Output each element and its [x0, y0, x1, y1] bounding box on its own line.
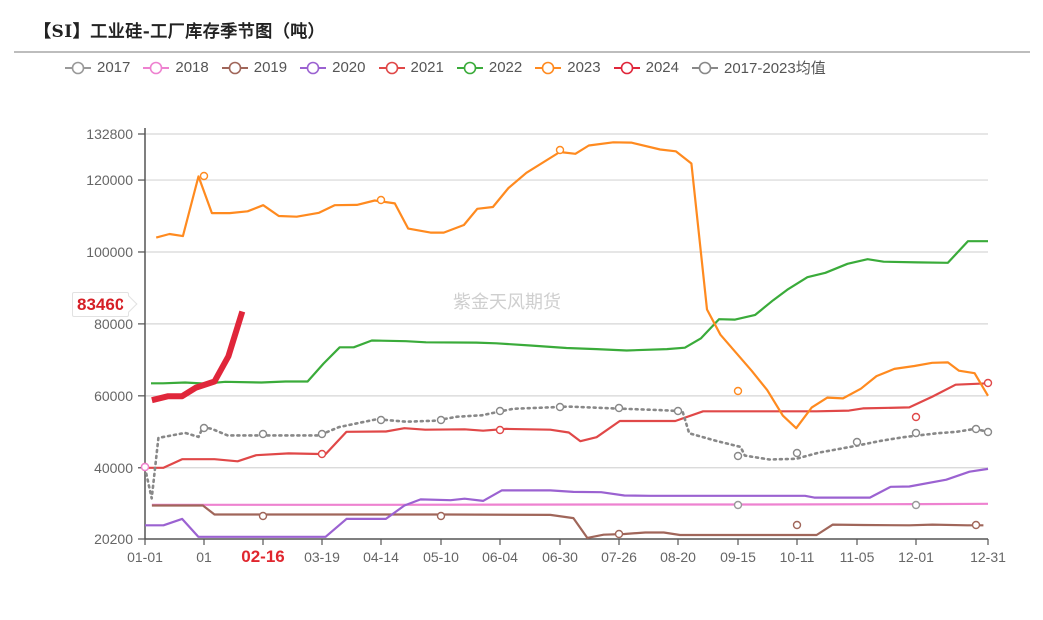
legend-item[interactable]: 2020: [299, 57, 366, 78]
legend-line-circle-icon: [613, 61, 640, 74]
series-2021: [145, 382, 989, 469]
x-tick-label: 11-05: [840, 549, 875, 565]
legend-line-circle-icon: [535, 61, 562, 74]
data-point-marker: [376, 195, 386, 205]
legend-label: 2022: [488, 59, 523, 76]
legend-line-circle-icon: [300, 61, 327, 74]
x-tick-label: 12-31: [970, 549, 1006, 565]
data-point-marker: [971, 424, 981, 434]
legend-item[interactable]: 2017-2023均值: [691, 57, 826, 78]
y-tick-label: 20200: [94, 531, 133, 547]
series-2017-2023均值: [143, 405, 990, 500]
legend-label: 2017-2023均值: [724, 60, 826, 77]
legend-item[interactable]: 2023: [534, 57, 601, 78]
x-tick-label: 01: [196, 549, 212, 565]
data-point-marker: [317, 429, 327, 439]
watermark: 紫金天风期货: [453, 292, 561, 313]
legend-label: 2024: [645, 59, 679, 76]
x-tick-label: 03-19: [304, 549, 340, 565]
data-point-marker: [792, 448, 802, 458]
data-point-marker: [911, 428, 921, 438]
data-point-marker: [971, 520, 981, 530]
data-point-marker: [199, 171, 209, 181]
data-point-marker: [792, 520, 802, 530]
legend-label: 2020: [332, 59, 366, 76]
x-tick-label: 04-14: [363, 549, 399, 565]
legend-line-circle-icon: [692, 61, 718, 74]
x-tick-label: 08-20: [660, 549, 696, 565]
legend-item[interactable]: 2018: [142, 57, 209, 78]
data-point-marker: [436, 415, 446, 425]
legend-line-circle-icon: [456, 61, 483, 74]
legend-label: 2018: [175, 59, 209, 76]
legend-label: 2019: [253, 59, 288, 76]
x-tick-label: 02-16: [241, 547, 284, 566]
data-point-marker: [852, 437, 862, 447]
data-point-marker: [733, 451, 743, 461]
x-tick-label: 09-15: [720, 549, 756, 565]
data-point-marker: [376, 415, 386, 425]
current-value-tag: 83460: [72, 292, 130, 317]
data-point-marker: [673, 406, 683, 416]
chart-title: 【SI】工业硅-工厂库存季节图（吨）: [34, 22, 326, 42]
y-tick-label: 40000: [94, 460, 133, 476]
data-point-marker: [983, 427, 993, 437]
legend-item[interactable]: 2019: [221, 57, 287, 78]
legend: 2017 2018 2019 2020 2021 2022 2023 2024 2017-202…: [64, 57, 838, 78]
legend-line-circle-icon: [65, 61, 91, 74]
series-2024: [151, 310, 246, 404]
x-tick-label: 10-11: [780, 549, 815, 565]
x-tick-label: 06-04: [482, 549, 518, 565]
data-point-marker: [733, 500, 743, 510]
data-point-marker: [983, 378, 993, 388]
x-tick-label: 12-01: [898, 549, 934, 565]
legend-item[interactable]: 2022: [456, 57, 522, 78]
y-tick-label: 120000: [86, 172, 133, 188]
series-2019: [151, 504, 984, 540]
x-tick-label: 06-30: [542, 549, 578, 565]
series-2022: [151, 240, 988, 385]
data-point-marker: [555, 402, 565, 412]
data-point-marker: [140, 462, 150, 472]
series-2018: [151, 502, 989, 506]
data-point-marker: [258, 511, 268, 521]
legend-label: 2023: [567, 59, 601, 76]
series-2020: [145, 467, 989, 538]
legend-line-circle-icon: [221, 61, 248, 74]
data-point-marker: [614, 529, 624, 539]
data-point-marker: [317, 449, 327, 459]
y-tick-label: 80000: [94, 316, 133, 332]
legend-label: 2021: [410, 59, 444, 76]
data-point-marker: [614, 403, 624, 413]
data-point-marker: [495, 425, 505, 435]
y-tick-label: 60000: [94, 388, 133, 404]
data-point-marker: [436, 511, 446, 521]
legend-item[interactable]: 2017: [64, 57, 130, 78]
legend-item[interactable]: 2024: [613, 57, 679, 78]
series-2023: [155, 141, 989, 430]
legend-label: 2017: [97, 59, 131, 76]
data-point-marker: [555, 145, 565, 155]
legend-item[interactable]: 2021: [378, 57, 444, 78]
data-point-marker: [258, 429, 268, 439]
x-tick-label: 01-01: [127, 549, 163, 565]
data-point-marker: [199, 423, 209, 433]
x-tick-label: 05-10: [423, 549, 459, 565]
data-point-marker: [911, 412, 921, 422]
data-point-marker: [911, 500, 921, 510]
x-tick-label: 07-26: [601, 549, 637, 565]
legend-line-circle-icon: [143, 61, 170, 74]
data-point-marker: [495, 406, 505, 416]
data-point-marker: [733, 386, 743, 396]
y-tick-label: 132800: [86, 126, 133, 142]
title-divider: [14, 51, 1030, 53]
y-tick-label: 100000: [86, 244, 133, 260]
legend-line-circle-icon: [378, 61, 405, 74]
